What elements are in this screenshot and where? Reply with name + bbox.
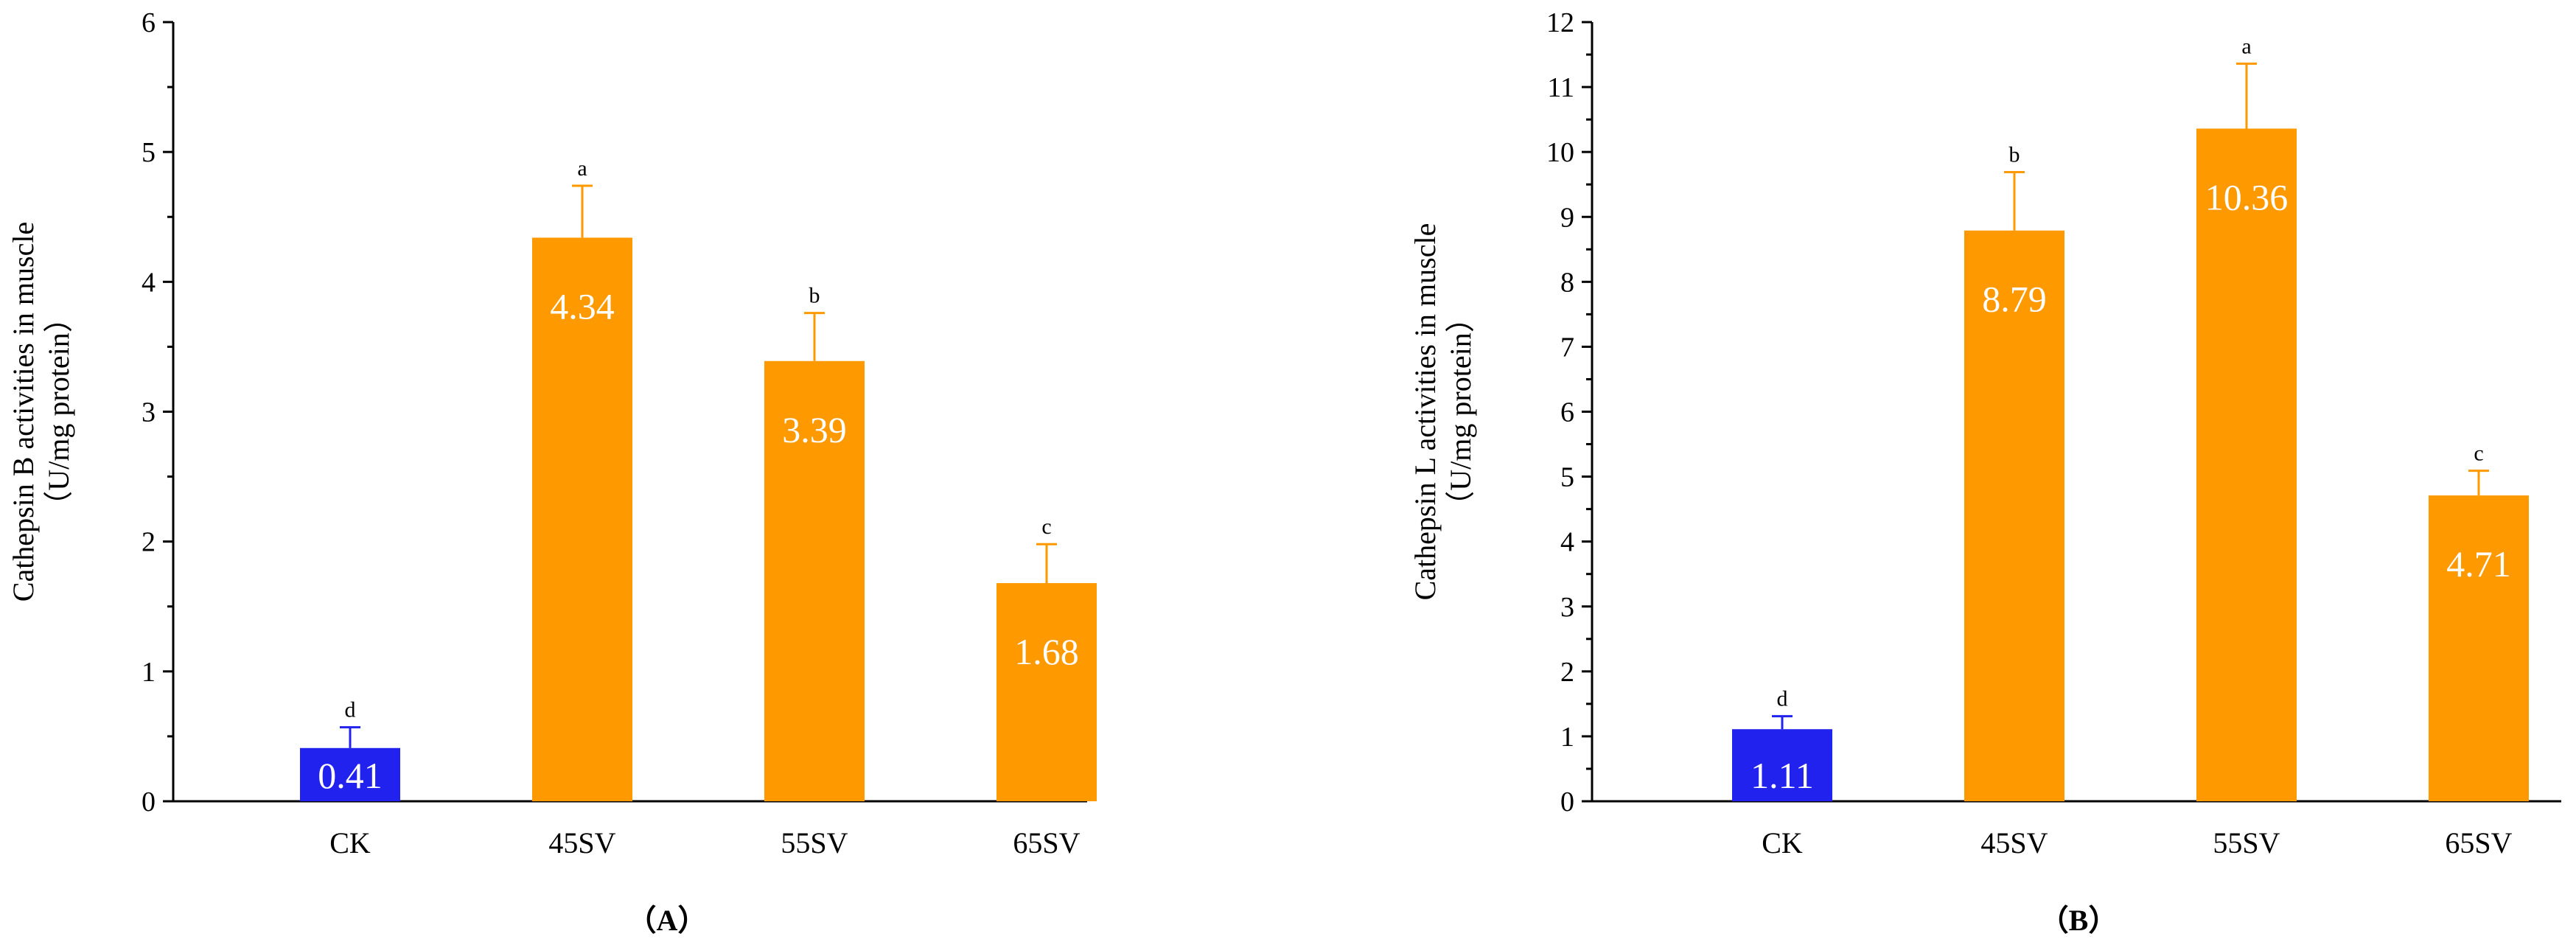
panel-label: （A） [627, 904, 708, 937]
y-axis-label-line1: Cathepsin L activities in muscle [1409, 223, 1442, 601]
bar-ck [1732, 729, 1832, 801]
bar-45sv [532, 237, 632, 802]
category-label: 55SV [781, 826, 848, 859]
y-tick-label: 1 [142, 657, 156, 688]
significance-label: c [2474, 442, 2483, 466]
bar-45sv [1964, 230, 2064, 801]
y-tick-label: 6 [142, 7, 156, 38]
y-tick-label: 6 [1560, 397, 1574, 428]
panel-b: Cathepsin L activities in muscle （U/mg p… [1409, 7, 2561, 937]
value-label: 4.71 [2446, 543, 2511, 585]
category-label: 55SV [2213, 826, 2280, 859]
value-label: 8.79 [1982, 279, 2047, 320]
value-label: 1.68 [1014, 631, 1079, 672]
y-tick-label: 4 [1560, 527, 1574, 558]
bar-ck [300, 747, 400, 801]
y-tick-label: 5 [142, 137, 156, 168]
value-label: 10.36 [2205, 176, 2289, 217]
y-tick-label: 2 [142, 527, 156, 558]
y-tick-label: 11 [1547, 72, 1574, 103]
significance-label: a [2241, 34, 2251, 58]
significance-label: b [809, 284, 820, 308]
bar-55sv [2196, 128, 2297, 801]
significance-label: c [1041, 515, 1051, 539]
y-axis-label-line2: （U/mg protein） [1444, 303, 1477, 520]
y-tick-label: 10 [1546, 137, 1574, 168]
bar-65sv [996, 583, 1097, 801]
panel-label: （B） [2039, 904, 2118, 937]
y-axis-label-line2: （U/mg protein） [42, 303, 75, 520]
bar-55sv [764, 360, 865, 801]
y-tick-label: 1 [1560, 722, 1574, 753]
y-tick-label: 8 [1560, 267, 1574, 298]
y-tick-label: 12 [1546, 7, 1574, 38]
y-tick-label: 0 [142, 787, 156, 817]
y-tick-label: 3 [1560, 592, 1574, 623]
value-label: 4.34 [550, 285, 615, 327]
y-tick-label: 4 [142, 267, 156, 298]
y-tick-label: 5 [1560, 462, 1574, 493]
bar-65sv [2429, 495, 2529, 801]
value-label: 3.39 [782, 409, 847, 450]
y-tick-label: 7 [1560, 332, 1574, 363]
category-label: 65SV [1013, 826, 1080, 859]
y-tick-label: 3 [142, 397, 156, 428]
significance-label: d [345, 698, 356, 722]
y-tick-label: 2 [1560, 657, 1574, 688]
y-tick-label: 9 [1560, 202, 1574, 233]
y-tick-label: 0 [1560, 787, 1574, 817]
y-axis-label-line1: Cathepsin B activities in muscle [7, 222, 40, 601]
significance-label: d [1777, 687, 1788, 711]
value-label: 1.11 [1751, 755, 1814, 796]
category-label: CK [329, 826, 371, 859]
category-label: 45SV [1980, 826, 2048, 859]
value-label: 0.41 [318, 755, 383, 796]
category-label: CK [1762, 826, 1803, 859]
significance-label: b [2009, 142, 2020, 167]
significance-label: a [577, 156, 587, 181]
category-label: 65SV [2445, 826, 2512, 859]
category-label: 45SV [548, 826, 615, 859]
panel-a: Cathepsin B activities in muscle （U/mg p… [7, 7, 1097, 937]
